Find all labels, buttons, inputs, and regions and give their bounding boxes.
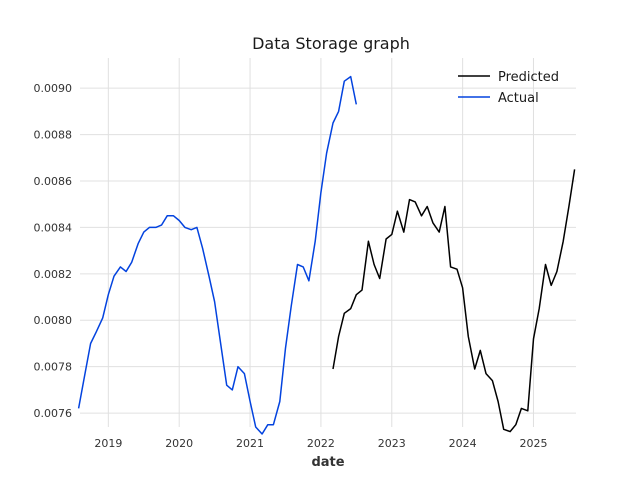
series-lines bbox=[77, 75, 576, 435]
chart-title: Data Storage graph bbox=[252, 34, 410, 53]
y-tick-label: 0.0078 bbox=[34, 361, 73, 374]
legend-label-actual: Actual bbox=[498, 91, 539, 106]
series-line-predicted bbox=[332, 169, 576, 433]
series-line-actual bbox=[77, 75, 358, 435]
x-tick-label: 2025 bbox=[519, 437, 547, 450]
y-tick-label: 0.0084 bbox=[34, 221, 73, 234]
x-tick-label: 2023 bbox=[378, 437, 406, 450]
x-tick-label: 2020 bbox=[165, 437, 193, 450]
y-tick-label: 0.0080 bbox=[34, 314, 73, 327]
grid bbox=[80, 58, 576, 427]
y-tick-label: 0.0076 bbox=[34, 407, 73, 420]
x-tick-label: 2021 bbox=[236, 437, 264, 450]
y-tick-label: 0.0086 bbox=[34, 175, 73, 188]
x-axis-label: date bbox=[311, 455, 344, 470]
legend-label-predicted: Predicted bbox=[498, 70, 559, 85]
x-axis-ticks: 2019 2020 2021 2022 2023 2024 2025 bbox=[94, 437, 547, 450]
x-tick-label: 2022 bbox=[307, 437, 335, 450]
y-axis-ticks: 0.0076 0.0078 0.0080 0.0082 0.0084 0.0086 0.00… bbox=[34, 82, 73, 420]
y-tick-label: 0.0090 bbox=[34, 82, 73, 95]
x-tick-label: 2019 bbox=[94, 437, 122, 450]
y-tick-label: 0.0082 bbox=[34, 268, 73, 281]
legend: Predicted Actual bbox=[458, 70, 559, 106]
y-tick-label: 0.0088 bbox=[34, 129, 73, 142]
x-tick-label: 2024 bbox=[449, 437, 477, 450]
